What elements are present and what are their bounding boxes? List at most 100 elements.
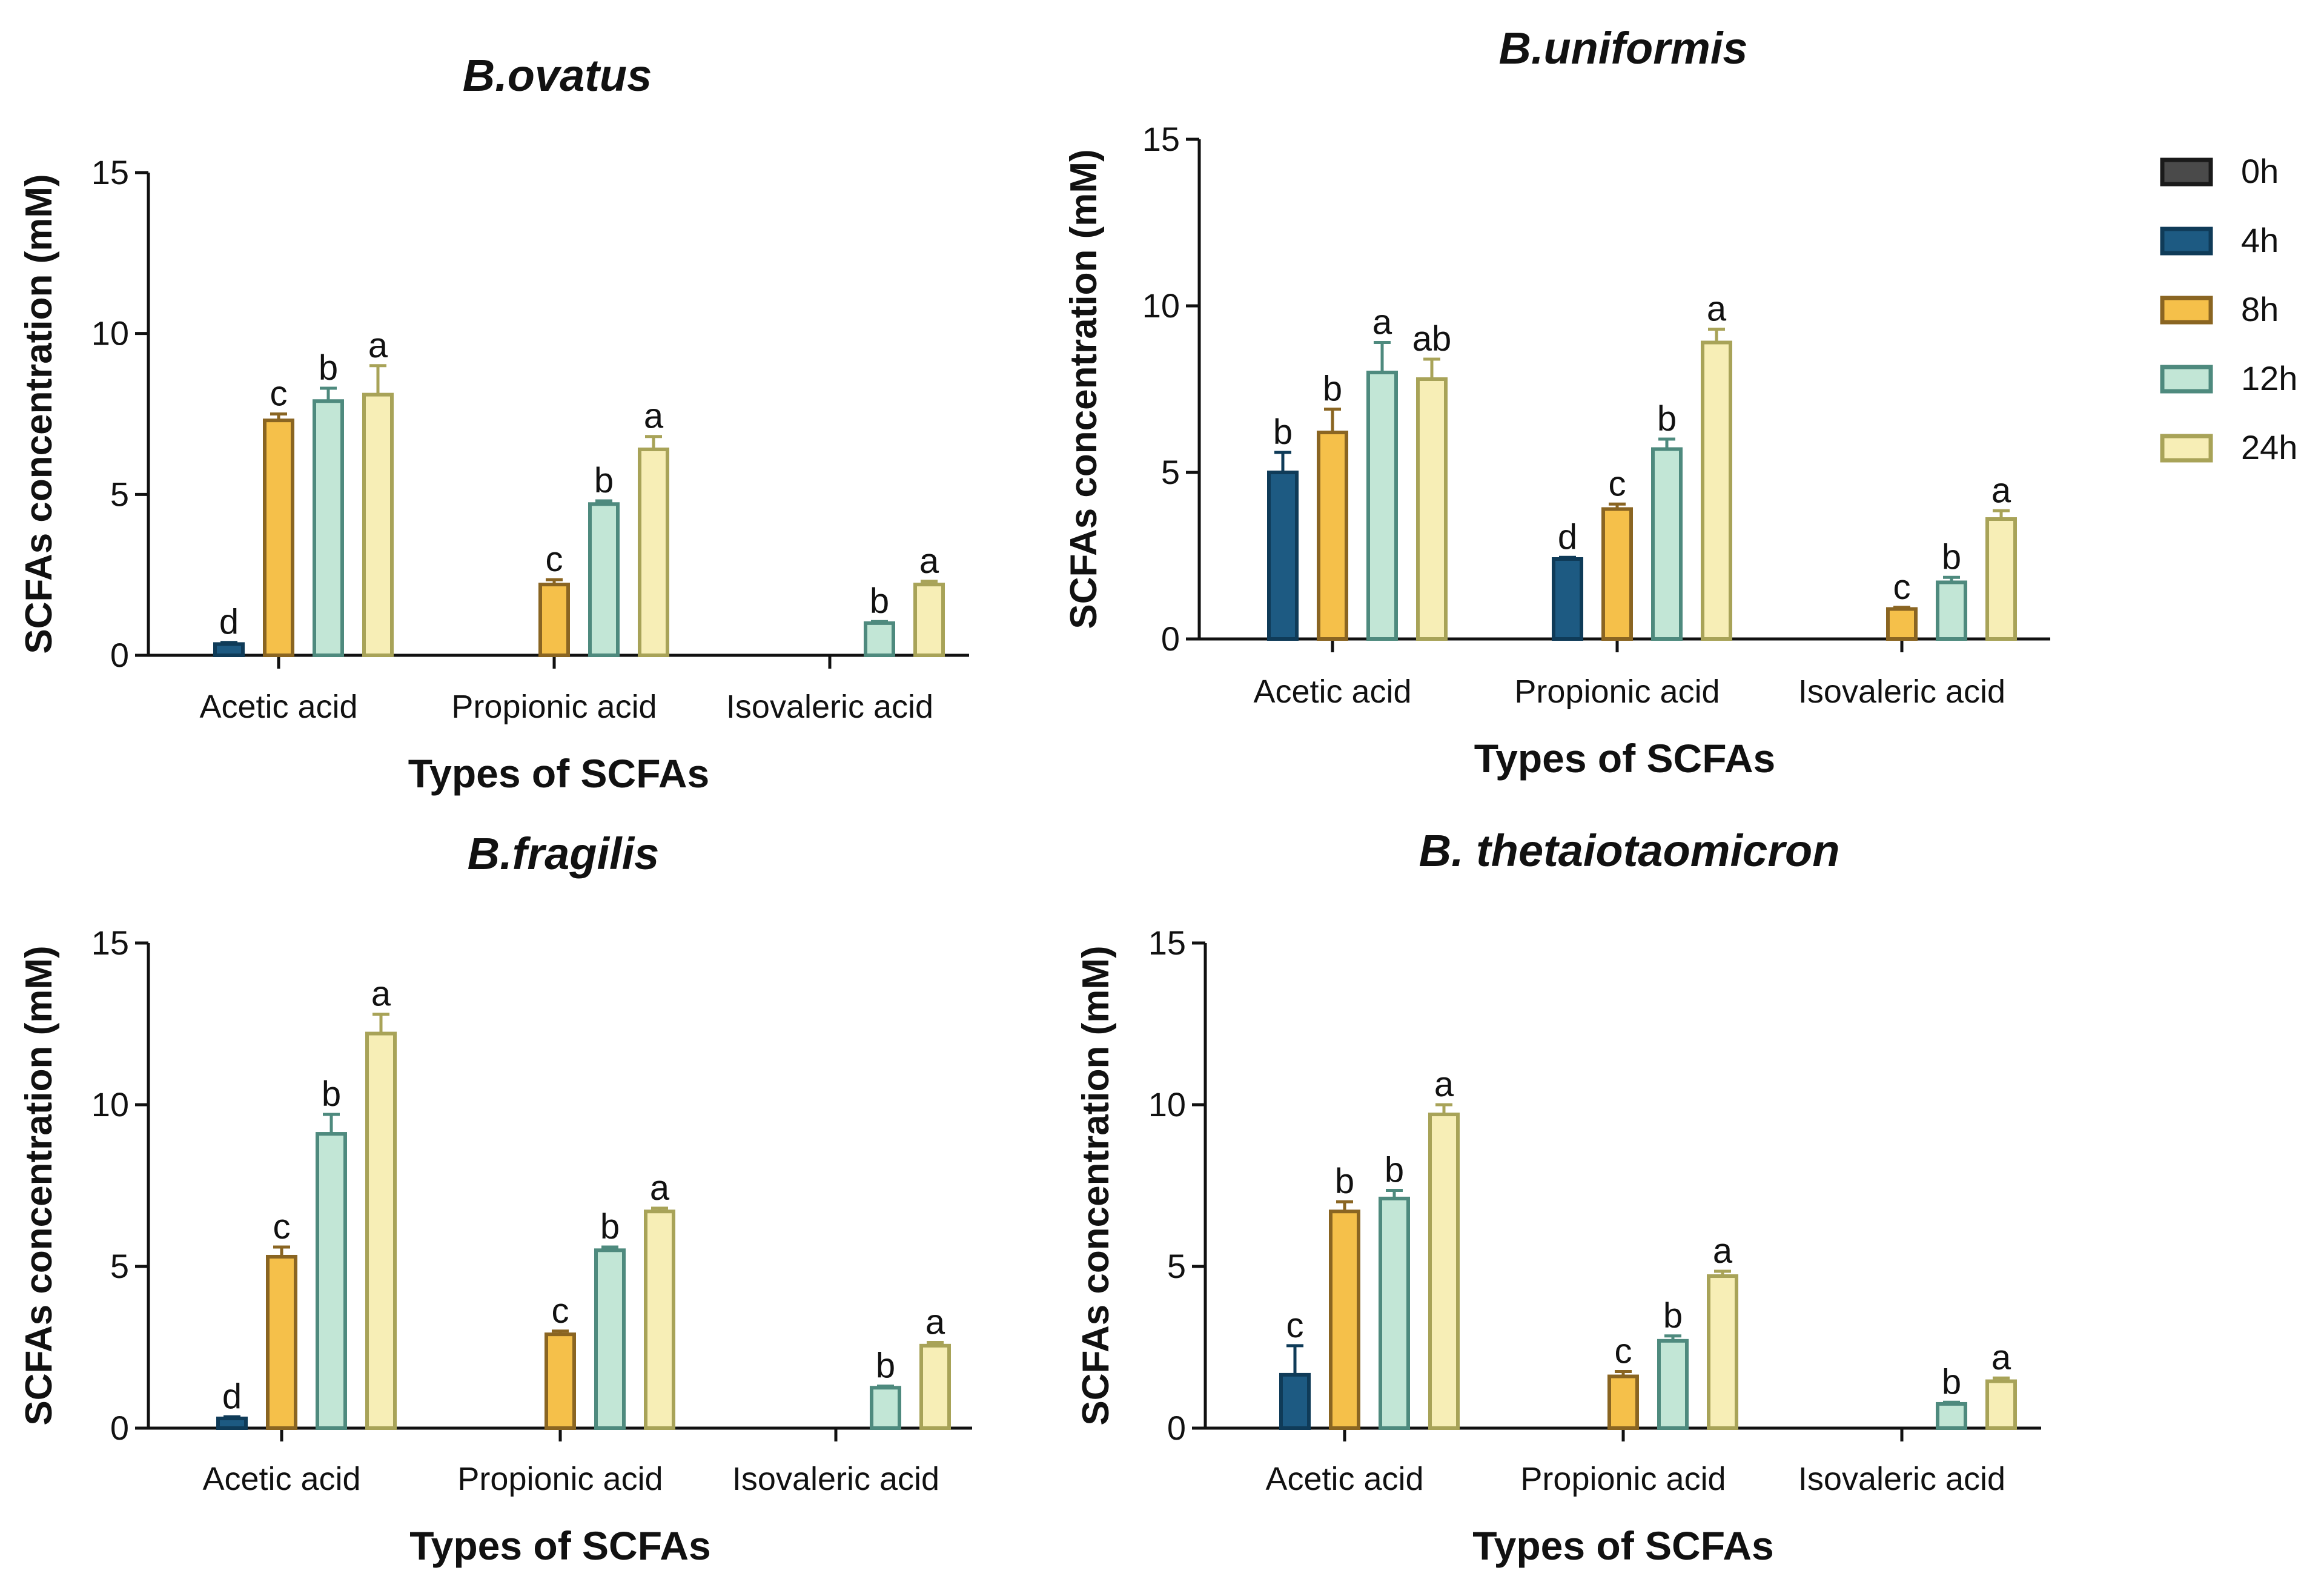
bar-4h bbox=[1552, 557, 1583, 641]
y-tick-label: 0 bbox=[1161, 620, 1180, 658]
y-tick-label: 5 bbox=[110, 475, 129, 513]
significance-label: b bbox=[594, 461, 614, 500]
significance-label: c bbox=[546, 540, 563, 579]
significance-label: d bbox=[1558, 517, 1577, 557]
bar-24h bbox=[1985, 517, 2017, 641]
chart-panel-3: B.fragilis 0 5 10 15 SCFAs concentration (mM)… bbox=[18, 829, 972, 1568]
bar-24h bbox=[1985, 1379, 2017, 1431]
y-tick-label: 15 bbox=[1142, 120, 1180, 158]
category-label: Acetic acid bbox=[202, 1461, 360, 1497]
bar-4h bbox=[213, 642, 245, 657]
category-label: Propionic acid bbox=[457, 1461, 663, 1497]
category-label: Acetic acid bbox=[1253, 673, 1411, 710]
legend-swatch-0h bbox=[2160, 157, 2213, 187]
bar-24h bbox=[365, 1031, 397, 1430]
bar-8h bbox=[1317, 431, 1348, 641]
legend-swatch-24h bbox=[2160, 434, 2213, 463]
legend-label-12h: 12h bbox=[2241, 359, 2297, 397]
bar-12h bbox=[870, 1386, 901, 1430]
bar-12h bbox=[1651, 447, 1683, 641]
y-axis-label: SCFAs concentration (mM) bbox=[1075, 945, 1117, 1425]
y-tick-label: 15 bbox=[1148, 924, 1186, 962]
legend-label-24h: 24h bbox=[2241, 428, 2297, 466]
bar-8h bbox=[1607, 1374, 1639, 1431]
significance-label: c bbox=[1609, 464, 1626, 503]
y-axis-label: SCFAs concentration (mM) bbox=[18, 174, 60, 654]
bar-12h bbox=[1936, 1401, 1967, 1430]
y-tick-label: 5 bbox=[1161, 453, 1180, 491]
bar-24h bbox=[1416, 377, 1448, 641]
chart-title: B.ovatus bbox=[463, 50, 652, 101]
bar-12h bbox=[588, 502, 620, 657]
significance-label: c bbox=[273, 1207, 291, 1246]
chart-panel-2: B.uniformis 0 5 10 15 SCFAs concentration (mM… bbox=[1063, 23, 2050, 781]
x-axis-label: Types of SCFAs bbox=[408, 751, 710, 796]
significance-label: b bbox=[1323, 369, 1342, 409]
y-tick-label: 10 bbox=[91, 314, 129, 352]
significance-label: c bbox=[1615, 1332, 1632, 1371]
significance-label: a bbox=[650, 1168, 670, 1208]
category-label: Isovaleric acid bbox=[726, 689, 933, 725]
legend-label-8h: 8h bbox=[2241, 290, 2279, 328]
bar-12h bbox=[313, 399, 344, 657]
bar-12h bbox=[864, 621, 895, 658]
bar-24h bbox=[919, 1343, 951, 1431]
y-axis-label: SCFAs concentration (mM) bbox=[1063, 149, 1105, 629]
bar-24h bbox=[913, 583, 945, 658]
significance-label: d bbox=[219, 603, 239, 642]
chart-title: B.fragilis bbox=[468, 829, 660, 879]
bar-24h bbox=[1701, 340, 1732, 641]
x-axis-label: Types of SCFAs bbox=[409, 1523, 711, 1568]
chart-panel-1: B.ovatus 0 5 10 15 SCFAs concentration (mM) Ty… bbox=[18, 50, 969, 796]
significance-label: a bbox=[644, 397, 664, 436]
y-tick-label: 10 bbox=[1148, 1085, 1186, 1123]
significance-label: a bbox=[371, 974, 391, 1013]
y-tick-label: 0 bbox=[110, 636, 129, 674]
bar-4h bbox=[1279, 1372, 1311, 1430]
bar-12h bbox=[1366, 371, 1398, 641]
legend-swatch-8h bbox=[2160, 296, 2213, 325]
significance-label: b bbox=[1942, 1362, 1961, 1401]
significance-label: a bbox=[368, 326, 388, 365]
legend-swatch-4h bbox=[2160, 227, 2213, 256]
bar-24h bbox=[644, 1209, 675, 1430]
category-label: Isovaleric acid bbox=[732, 1461, 939, 1497]
bar-12h bbox=[1657, 1338, 1689, 1431]
bar-8h bbox=[1329, 1209, 1360, 1430]
significance-label: c bbox=[270, 374, 288, 414]
category-label: Propionic acid bbox=[451, 689, 657, 725]
significance-label: b bbox=[870, 581, 889, 621]
bar-12h bbox=[316, 1132, 347, 1431]
bar-8h bbox=[1886, 607, 1918, 641]
significance-label: d bbox=[222, 1377, 242, 1416]
bar-12h bbox=[594, 1248, 626, 1431]
bar-8h bbox=[538, 583, 570, 658]
significance-label: a bbox=[1991, 471, 2011, 510]
significance-label: a bbox=[1991, 1338, 2011, 1377]
bar-8h bbox=[1601, 507, 1633, 641]
significance-label: b bbox=[1335, 1162, 1354, 1201]
y-tick-label: 15 bbox=[91, 924, 129, 962]
significance-label: b bbox=[1663, 1296, 1683, 1335]
y-tick-label: 10 bbox=[1142, 286, 1180, 325]
significance-label: a bbox=[1707, 290, 1727, 329]
significance-label: b bbox=[1385, 1151, 1404, 1190]
significance-label: b bbox=[1273, 412, 1293, 452]
significance-label: c bbox=[552, 1291, 569, 1331]
chart-title: B.uniformis bbox=[1498, 23, 1747, 73]
y-axis-label: SCFAs concentration (mM) bbox=[18, 945, 60, 1425]
category-label: Isovaleric acid bbox=[1798, 1461, 2005, 1497]
bar-12h bbox=[1379, 1196, 1410, 1430]
legend-swatch-12h bbox=[2160, 365, 2213, 394]
category-label: Isovaleric acid bbox=[1798, 673, 2005, 710]
significance-label: b bbox=[322, 1074, 341, 1114]
legend-label-4h: 4h bbox=[2241, 221, 2279, 259]
bar-24h bbox=[1707, 1274, 1738, 1431]
category-label: Acetic acid bbox=[1265, 1461, 1423, 1497]
chart-panel-4: B. thetaiotaomicron 0 5 10 15 SCFAs concentra… bbox=[1075, 826, 2041, 1568]
bar-24h bbox=[638, 447, 669, 657]
significance-label: b bbox=[319, 348, 338, 388]
bar-4h bbox=[216, 1416, 248, 1430]
legend-label-0h: 0h bbox=[2241, 152, 2279, 190]
significance-label: c bbox=[1286, 1306, 1304, 1345]
